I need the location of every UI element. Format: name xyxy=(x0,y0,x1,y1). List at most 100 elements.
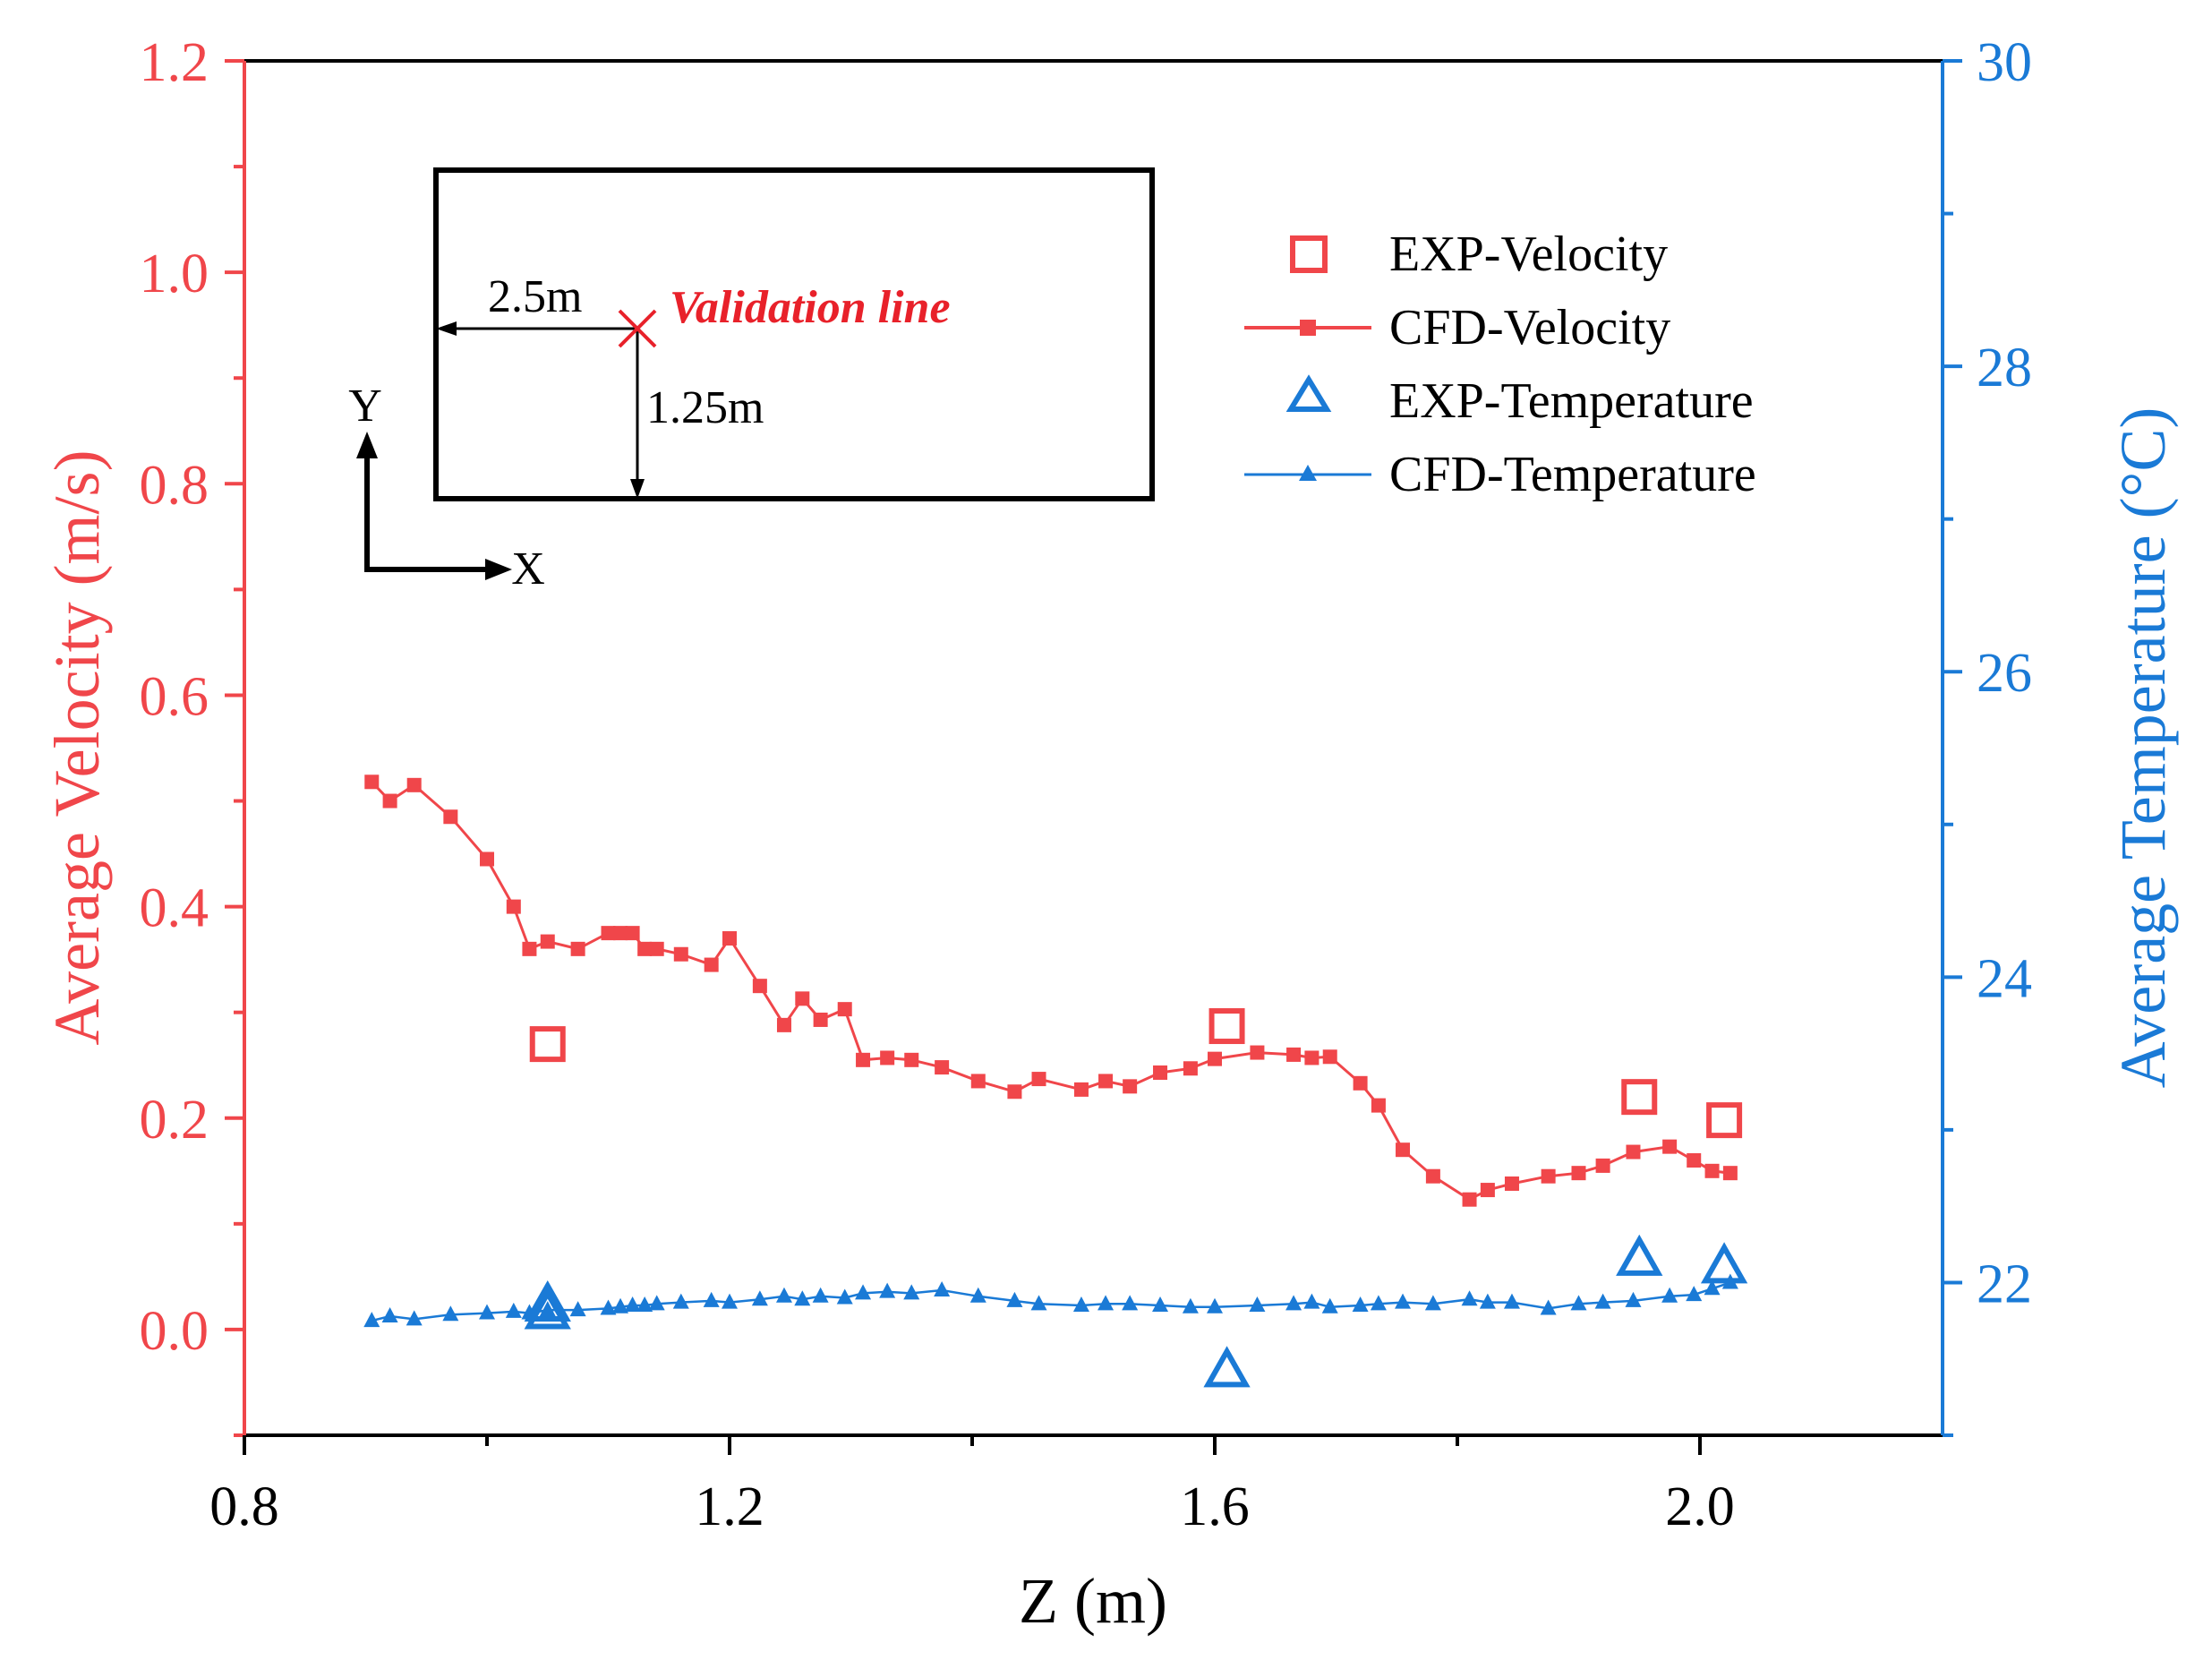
cfd-temperature-point xyxy=(1285,1295,1302,1311)
cfd-velocity-point xyxy=(673,946,688,962)
legend-label-exp-velocity: EXP-Velocity xyxy=(1389,227,1668,282)
cfd-velocity-point xyxy=(613,926,628,941)
cfd-velocity-point xyxy=(649,941,664,956)
exp-velocity-point xyxy=(1621,1079,1658,1116)
cfd-velocity-line xyxy=(371,781,1731,1202)
exp-temperature-point xyxy=(1700,1242,1748,1284)
left-tick-label: 0.4 xyxy=(140,878,209,939)
cfd-temperature-point xyxy=(1594,1293,1611,1309)
cfd-velocity-point xyxy=(837,1002,852,1017)
cfd-velocity-point xyxy=(1722,1166,1738,1181)
left-tick-label: 1.0 xyxy=(140,244,209,304)
cfd-temperature-point xyxy=(1661,1287,1678,1303)
x-tick-label: 1.2 xyxy=(695,1476,764,1537)
left-tick-label: 1.2 xyxy=(140,32,209,93)
cfd-velocity-point xyxy=(1480,1183,1495,1198)
cfd-temperature-point xyxy=(775,1287,792,1303)
cfd-temperature-point xyxy=(1249,1296,1266,1313)
cfd-velocity-point xyxy=(1073,1082,1089,1097)
x-tick-label: 1.6 xyxy=(1180,1476,1250,1537)
cfd-temperature-point xyxy=(569,1301,586,1317)
right-y-axis: 22 24 26 28 30 xyxy=(1941,32,2032,1437)
cfd-velocity-point xyxy=(1662,1139,1678,1154)
cfd-temperature-point xyxy=(969,1287,986,1303)
cfd-velocity-point xyxy=(570,941,585,956)
coord-x-arrowhead xyxy=(485,559,512,580)
right-y-axis-title: Average Temperature (°C) xyxy=(2107,407,2179,1089)
cfd-velocity-point xyxy=(1208,1051,1222,1066)
exp-velocity-point xyxy=(1706,1102,1743,1139)
cfd-temperature-point xyxy=(1625,1291,1642,1307)
left-y-axis-title: Average Velocity (m/s) xyxy=(41,449,113,1045)
cfd-temperature-point xyxy=(1686,1286,1703,1302)
cfd-temperature-point xyxy=(1006,1291,1023,1307)
series-layer xyxy=(363,774,1748,1388)
inset-vertical-dimension: 1.25m xyxy=(646,382,764,433)
left-tick-label: 0.6 xyxy=(140,666,209,727)
cfd-velocity-point xyxy=(1504,1176,1519,1191)
cfd-velocity-point xyxy=(1183,1061,1198,1076)
cfd-velocity-point xyxy=(1286,1047,1302,1062)
cfd-temperature-point xyxy=(1352,1296,1369,1313)
cfd-velocity-point xyxy=(364,774,380,790)
cfd-temperature-point xyxy=(1721,1273,1738,1289)
cfd-temperature-point xyxy=(1503,1293,1520,1309)
cfd-velocity-point xyxy=(1595,1158,1610,1173)
cfd-velocity-point xyxy=(540,934,555,949)
cfd-velocity-point xyxy=(856,1052,871,1067)
cfd-velocity-point xyxy=(522,941,537,956)
cfd-temperature-point xyxy=(636,1296,653,1313)
cfd-temperature-point xyxy=(794,1290,811,1306)
coord-y-arrowhead xyxy=(356,432,378,458)
cfd-velocity-point xyxy=(970,1074,986,1089)
cfd-temperature-point xyxy=(812,1287,829,1303)
exp-velocity-point xyxy=(1208,1008,1245,1045)
cfd-velocity-point xyxy=(1541,1168,1556,1184)
cfd-velocity-point xyxy=(1250,1045,1265,1060)
right-tick-label: 24 xyxy=(1977,948,2032,1009)
cfd-temperature-point xyxy=(1207,1297,1223,1313)
cfd-velocity-point xyxy=(795,991,810,1006)
cfd-temperature-point xyxy=(521,1304,538,1320)
cfd-velocity-point xyxy=(704,957,719,972)
cfd-velocity-point xyxy=(1687,1153,1702,1168)
cfd-temperature-point xyxy=(648,1295,665,1311)
right-tick-label: 26 xyxy=(1977,643,2032,704)
cfd-velocity-point xyxy=(1571,1166,1586,1181)
cfd-velocity-point xyxy=(904,1052,919,1067)
cfd-velocity-point xyxy=(625,926,640,941)
left-tick-label: 0.2 xyxy=(140,1090,209,1151)
cfd-temperature-point xyxy=(672,1293,689,1309)
exp-velocity-point xyxy=(529,1026,566,1063)
legend-marker-cfd-velocity xyxy=(1300,320,1316,336)
exp-temperature-point xyxy=(524,1279,571,1322)
left-tick-label: 0.0 xyxy=(140,1301,209,1362)
cfd-velocity-point xyxy=(637,941,653,956)
cfd-velocity-point xyxy=(776,1017,791,1032)
cfd-temperature-point xyxy=(1704,1279,1721,1296)
cfd-temperature-point xyxy=(855,1284,872,1300)
cfd-velocity-point xyxy=(601,926,616,941)
cfd-temperature-point xyxy=(600,1299,617,1315)
cfd-velocity-point xyxy=(1098,1074,1114,1089)
cfd-velocity-point xyxy=(506,899,521,914)
cfd-velocity-point xyxy=(935,1060,950,1075)
cfd-temperature-point xyxy=(1072,1296,1089,1313)
cfd-temperature-point xyxy=(1570,1295,1587,1311)
cfd-velocity-point xyxy=(1153,1065,1168,1080)
cfd-temperature-point xyxy=(1424,1295,1441,1311)
cfd-velocity-point xyxy=(1396,1142,1411,1158)
cfd-velocity-point xyxy=(406,777,422,792)
cfd-velocity-point xyxy=(1123,1079,1138,1094)
cfd-velocity-point xyxy=(1626,1144,1641,1159)
coord-x-label: X xyxy=(511,543,545,595)
right-tick-label: 22 xyxy=(1977,1254,2032,1314)
cfd-temperature-point xyxy=(1152,1296,1169,1313)
cfd-velocity-point xyxy=(1353,1075,1368,1091)
cfd-velocity-point xyxy=(480,851,494,867)
legend-label-exp-temperature: EXP-Temperature xyxy=(1389,373,1754,429)
cfd-velocity-point xyxy=(813,1012,828,1027)
cfd-temperature-point xyxy=(442,1305,459,1322)
cfd-velocity-point xyxy=(1462,1192,1477,1207)
legend-marker-exp-temperature xyxy=(1285,374,1332,412)
